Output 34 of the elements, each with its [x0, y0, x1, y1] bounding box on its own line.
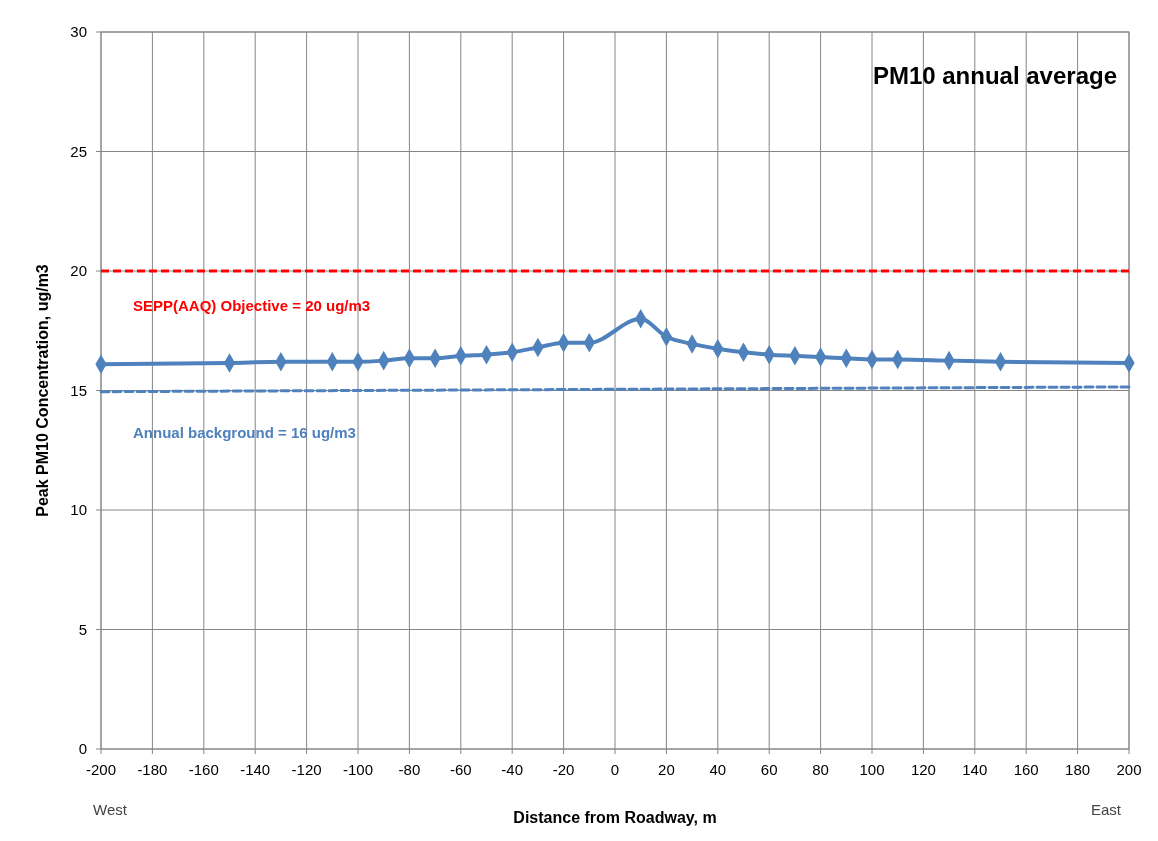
x-tick-label: -160: [188, 761, 219, 778]
x-tick-label: -180: [137, 761, 168, 778]
text: West: [93, 801, 128, 818]
y-axis-title: Peak PM10 Concentration, ug/m3: [34, 264, 51, 517]
y-tick-label: 5: [78, 620, 87, 638]
x-axis-title: Distance from Roadway, m: [513, 809, 717, 826]
x-tick-label: 20: [658, 761, 675, 778]
x-tick-label: 0: [610, 761, 620, 778]
text: East: [1090, 801, 1122, 818]
x-tick-label: 200: [1116, 761, 1142, 778]
y-tick-label: 10: [70, 501, 87, 518]
x-tick-label: -20: [552, 761, 575, 778]
x-tick-label: 180: [1065, 761, 1091, 778]
x-tick-label: 40: [709, 761, 727, 778]
x-tick-label: 140: [962, 761, 988, 778]
x-tick-label: -120: [291, 761, 322, 778]
x-tick-label: 120: [910, 761, 936, 778]
y-tick-label: 0: [78, 740, 87, 757]
x-tick-label: 60: [760, 761, 778, 778]
text: PM10 annual average: [872, 62, 1117, 89]
x-tick-label: -40: [501, 761, 524, 778]
y-tick-label: 25: [70, 142, 87, 160]
x-tick-label: -80: [398, 761, 421, 778]
y-tick-label: 30: [70, 23, 87, 40]
x-tick-label: -140: [240, 761, 271, 778]
x-tick-label: -100: [342, 761, 374, 778]
x-tick-label: -200: [85, 761, 117, 778]
x-tick-label: 100: [859, 761, 885, 778]
y-tick-label: 15: [70, 381, 87, 399]
x-tick-label: 160: [1013, 761, 1039, 778]
x-tick-label: 80: [812, 761, 829, 778]
ref-line-label: SEPP(AAQ) Objective = 20 ug/m3: [133, 297, 371, 314]
y-tick-label: 20: [70, 262, 87, 279]
x-tick-label: -60: [449, 761, 472, 778]
